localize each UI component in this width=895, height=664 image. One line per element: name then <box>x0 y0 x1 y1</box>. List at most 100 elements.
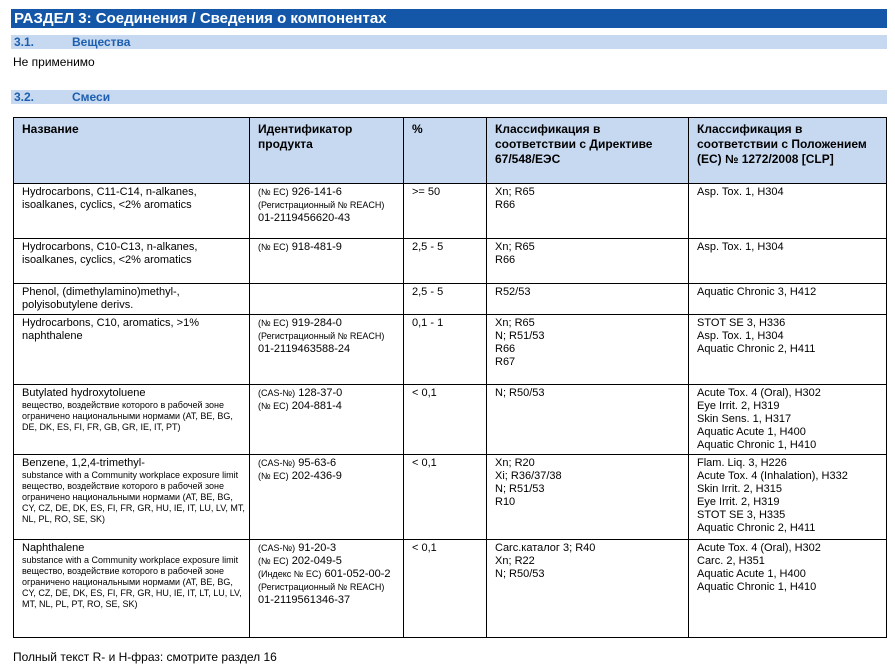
classification-line: Eye Irrit. 2, H319 <box>697 400 780 412</box>
table-row: Hydrocarbons, C10, aromatics, >1% naphth… <box>13 314 887 385</box>
table-row: Butylated hydroxytoluene вещество, воздей… <box>13 384 887 455</box>
section-title: РАЗДЕЛ 3: Соединения / Сведения о компон… <box>11 9 887 28</box>
identifier-value: 918-481-9 <box>291 241 342 253</box>
cell-name: Hydrocarbons, C10, aromatics, >1% naphth… <box>13 314 250 385</box>
cell-class-clp: Asp. Tox. 1, H304 <box>688 238 887 284</box>
cell-identifier: (№ ЕС) 918-481-9 <box>249 238 404 284</box>
identifier-entry: (№ ЕС) 202-436-9 <box>258 470 399 483</box>
identifier-label: (Регистрационный № REACH) <box>258 582 385 592</box>
cell-percent: >= 50 <box>403 183 487 239</box>
identifier-entry: (Регистрационный № REACH) 01-2119561346-… <box>258 581 399 607</box>
identifier-value: 202-049-5 <box>291 555 342 567</box>
identifier-label: (№ ЕС) <box>258 556 289 566</box>
cell-percent: < 0,1 <box>403 454 487 540</box>
identifier-entry: (Регистрационный № REACH) 01-2119456620-… <box>258 199 399 225</box>
header-name: Название <box>13 117 250 184</box>
classification-line: Xn; R65 <box>495 317 535 329</box>
classification-line: Acute Tox. 4 (Inhalation), H332 <box>697 470 848 482</box>
classification-line: Aquatic Acute 1, H400 <box>697 568 806 580</box>
component-name: Naphthalene <box>22 542 85 554</box>
identifier-label: (№ ЕС) <box>258 401 289 411</box>
component-name: Hydrocarbons, C10-C13, n-alkanes, isoalk… <box>22 241 198 266</box>
identifier-value: 202-436-9 <box>291 470 342 482</box>
cell-class-directive: N; R50/53 <box>486 384 689 455</box>
classification-line: Xn; R65 <box>495 241 535 253</box>
subsection-number: 3.1. <box>14 35 35 49</box>
classification-line: R66 <box>495 199 516 211</box>
classification-line: R52/53 <box>495 286 531 298</box>
cell-name: Naphthalene substance with a Community wo… <box>13 539 250 638</box>
identifier-label: (CAS-№) <box>258 543 296 553</box>
classification-line: N; R50/53 <box>495 387 545 399</box>
classification-line: Carc. 2, H351 <box>697 555 765 567</box>
table-row: Hydrocarbons, C11-C14, n-alkanes, isoalk… <box>13 183 887 239</box>
identifier-entry: (№ ЕС) 918-481-9 <box>258 241 399 254</box>
cell-percent: 2,5 - 5 <box>403 238 487 284</box>
not-applicable-text: Не применимо <box>13 55 95 69</box>
classification-line: N; R51/53 <box>495 483 545 495</box>
classification-line: R67 <box>495 356 516 368</box>
identifier-value: 01-2119463588-24 <box>258 343 351 355</box>
classification-line: Aquatic Chronic 3, H412 <box>697 286 817 298</box>
table-row: Phenol, (dimethylamino)methyl-, polyisob… <box>13 283 887 315</box>
cell-class-directive: Xn; R65 N; R51/53 R66 R67 <box>486 314 689 385</box>
component-name: Hydrocarbons, C11-C14, n-alkanes, isoalk… <box>22 186 197 211</box>
cell-percent: < 0,1 <box>403 539 487 638</box>
cell-class-directive: R52/53 <box>486 283 689 315</box>
table-row: Hydrocarbons, C10-C13, n-alkanes, isoalk… <box>13 238 887 284</box>
cell-name: Hydrocarbons, C10-C13, n-alkanes, isoalk… <box>13 238 250 284</box>
table-row: Naphthalene substance with a Community wo… <box>13 539 887 638</box>
identifier-value: 204-881-4 <box>291 400 342 412</box>
identifier-entry: (CAS-№) 91-20-3 <box>258 542 399 555</box>
classification-line: Flam. Liq. 3, H226 <box>697 457 787 469</box>
component-note: вещество, воздействие которого в рабочей… <box>22 400 233 432</box>
cell-identifier: (CAS-№) 128-37-0 (№ ЕС) 204-881-4 <box>249 384 404 455</box>
cell-name: Benzene, 1,2,4-trimethyl-substance with … <box>13 454 250 540</box>
cell-name: Butylated hydroxytoluene вещество, воздей… <box>13 384 250 455</box>
identifier-label: (№ ЕС) <box>258 242 289 252</box>
cell-class-clp: Acute Tox. 4 (Oral), H302 Carc. 2, H351 Aq… <box>688 539 887 638</box>
classification-line: Aquatic Chronic 2, H411 <box>697 522 816 534</box>
classification-line: Xn; R65 <box>495 186 535 198</box>
identifier-value: 601-052-00-2 <box>324 568 391 580</box>
identifier-entry: (№ ЕС) 926-141-6 <box>258 186 399 199</box>
identifier-value: 95-63-6 <box>298 457 337 469</box>
classification-line: Skin Sens. 1, H317 <box>697 413 792 425</box>
table-header-row: Название Идентификатор продукта % Класси… <box>13 117 887 184</box>
identifier-value: 128-37-0 <box>298 387 343 399</box>
header-class-clp: Классификация в соответствии с Положение… <box>688 117 887 184</box>
cell-class-clp: Asp. Tox. 1, H304 <box>688 183 887 239</box>
cell-class-clp: Aquatic Chronic 3, H412 <box>688 283 887 315</box>
identifier-entry: (Индекс № ЕС) 601-052-00-2 <box>258 568 399 581</box>
identifier-entry: (CAS-№) 95-63-6 <box>258 457 399 470</box>
header-percent: % <box>403 117 487 184</box>
cell-name: Hydrocarbons, C11-C14, n-alkanes, isoalk… <box>13 183 250 239</box>
components-table: Название Идентификатор продукта % Класси… <box>13 117 887 638</box>
header-class-directive: Классификация в соответствии с Директиве… <box>486 117 689 184</box>
identifier-entry: (№ ЕС) 919-284-0 <box>258 317 399 330</box>
cell-class-directive: Xn; R65 R66 <box>486 238 689 284</box>
table-row: Benzene, 1,2,4-trimethyl-substance with … <box>13 454 887 540</box>
classification-line: Asp. Tox. 1, H304 <box>697 186 784 198</box>
identifier-label: (№ ЕС) <box>258 318 289 328</box>
classification-line: R10 <box>495 496 516 508</box>
classification-line: Aquatic Chronic 2, H411 <box>697 343 816 355</box>
cell-class-directive: Xn; R20 Xi; R36/37/38 N; R51/53 R10 <box>486 454 689 540</box>
cell-class-directive: Xn; R65 R66 <box>486 183 689 239</box>
classification-line: Carc.каталог 3; R40 <box>495 542 596 554</box>
table-body: Hydrocarbons, C11-C14, n-alkanes, isoalk… <box>13 183 887 638</box>
subsection-substances: 3.1. Вещества <box>11 35 887 49</box>
identifier-entry: (№ ЕС) 204-881-4 <box>258 400 399 413</box>
classification-line: N; R50/53 <box>495 568 545 580</box>
classification-line: Eye Irrit. 2, H319 <box>697 496 780 508</box>
cell-class-clp: Acute Tox. 4 (Oral), H302 Eye Irrit. 2, H… <box>688 384 887 455</box>
classification-line: R66 <box>495 343 516 355</box>
classification-line: STOT SE 3, H335 <box>697 509 786 521</box>
cell-percent: 2,5 - 5 <box>403 283 487 315</box>
classification-line: Asp. Tox. 1, H304 <box>697 241 784 253</box>
identifier-label: (Индекс № ЕС) <box>258 569 322 579</box>
cell-class-clp: STOT SE 3, H336 Asp. Tox. 1, H304 Aquatic … <box>688 314 887 385</box>
cell-class-clp: Flam. Liq. 3, H226 Acute Tox. 4 (Inhalati… <box>688 454 887 540</box>
cell-percent: 0,1 - 1 <box>403 314 487 385</box>
identifier-label: (Регистрационный № REACH) <box>258 200 385 210</box>
